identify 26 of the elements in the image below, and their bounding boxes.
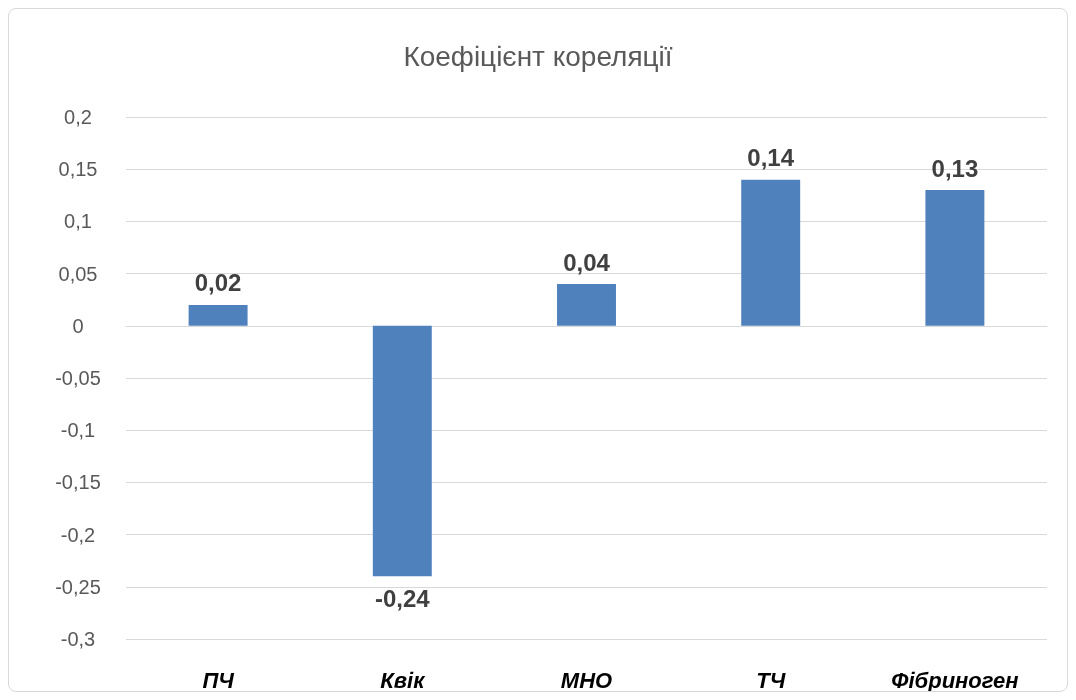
data-label: 0,14 <box>747 144 795 172</box>
x-tick-label: ПЧ <box>202 667 235 693</box>
bar <box>925 190 985 326</box>
y-tick-label: -0,2 <box>60 523 96 546</box>
y-tick-label: -0,05 <box>55 367 101 389</box>
data-label: 0,13 <box>931 154 979 182</box>
x-tick-label: ТЧ <box>756 667 786 693</box>
y-tick-label: -0,3 <box>60 628 96 650</box>
y-tick-label: 0,2 <box>64 106 92 128</box>
bar <box>557 284 616 326</box>
x-tick-label: МНО <box>560 667 613 693</box>
bar <box>741 179 801 326</box>
bar <box>188 304 248 326</box>
y-tick-label: -0,1 <box>60 419 96 442</box>
y-tick-label: 0,1 <box>64 210 92 233</box>
data-label: -0,24 <box>374 584 431 612</box>
x-tick-label: Квік <box>380 667 427 693</box>
y-tick-label: 0,05 <box>58 262 98 285</box>
data-label: 0,04 <box>563 248 611 276</box>
chart-title: Коефіцієнт кореляції <box>403 40 673 72</box>
y-tick-label: 0,15 <box>58 158 98 181</box>
y-tick-label: -0,25 <box>55 575 101 598</box>
y-tick-label: 0 <box>72 314 84 337</box>
bar <box>372 325 432 577</box>
y-tick-label: -0,15 <box>55 471 101 494</box>
data-label: 0,02 <box>194 269 242 297</box>
